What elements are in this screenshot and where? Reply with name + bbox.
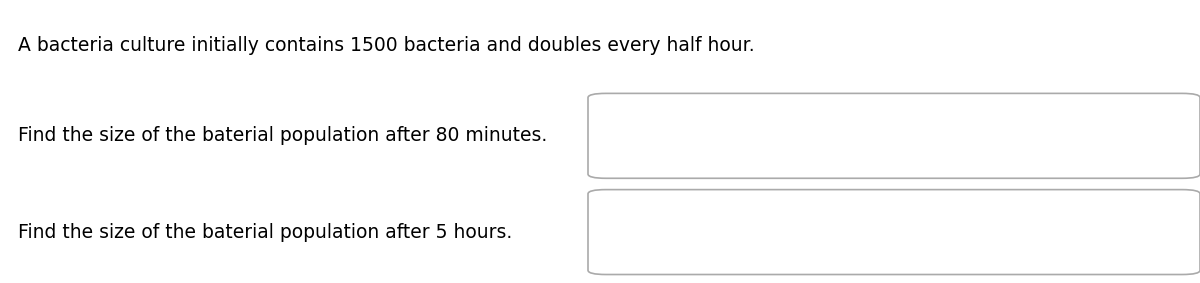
Text: Find the size of the baterial population after 80 minutes.: Find the size of the baterial population… xyxy=(18,126,547,145)
FancyBboxPatch shape xyxy=(588,93,1200,178)
Text: A bacteria culture initially contains 1500 bacteria and doubles every half hour.: A bacteria culture initially contains 15… xyxy=(18,36,755,55)
FancyBboxPatch shape xyxy=(588,190,1200,275)
Text: Find the size of the baterial population after 5 hours.: Find the size of the baterial population… xyxy=(18,222,512,242)
